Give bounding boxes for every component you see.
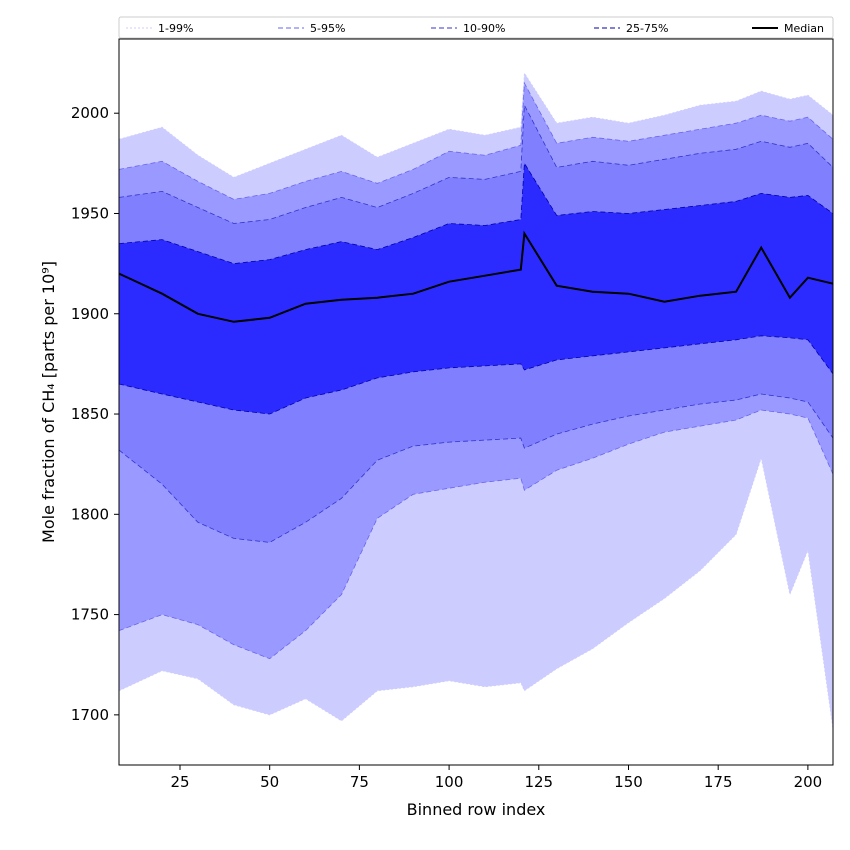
x-tick-label: 50 — [260, 773, 279, 791]
legend-label: 5-95% — [310, 22, 345, 35]
band-1-99%-upper-line — [118, 71, 834, 178]
band-10-90%-lower-line — [118, 393, 834, 543]
band-5-95%-upper-line — [118, 81, 834, 200]
y-tick-label: 1800 — [71, 505, 109, 523]
legend: 1-99% 5-95% 10-90% 25-75% Median — [118, 16, 834, 39]
band-25-75%-upper-line — [118, 162, 834, 265]
legend-frame — [118, 16, 834, 39]
y-tick-label: 1850 — [71, 405, 109, 423]
band-layer — [118, 71, 834, 729]
legend-label: 25-75% — [626, 22, 668, 35]
y-tick-label: 1700 — [71, 706, 109, 724]
plot-area-frame — [118, 38, 834, 766]
x-tick-label: 100 — [435, 773, 464, 791]
x-tick-label: 25 — [170, 773, 189, 791]
band-25-75%-area — [119, 163, 833, 414]
band-1-99%-lower-line — [118, 456, 834, 729]
x-tick-label: 200 — [794, 773, 823, 791]
median-layer — [118, 230, 834, 323]
y-axis-label: Mole fraction of CH₄ [parts per 10⁹] — [39, 261, 58, 543]
legend-label: Median — [784, 22, 824, 35]
y-axis: 1700 1750 1800 1850 1900 1950 2000 — [71, 104, 119, 724]
x-tick-label: 125 — [524, 773, 553, 791]
y-tick-label: 2000 — [71, 104, 109, 122]
x-axis-label: Binned row index — [407, 800, 546, 819]
x-tick-label: 150 — [614, 773, 643, 791]
band-25-75%-lower-line — [118, 335, 834, 415]
x-tick-label: 175 — [704, 773, 733, 791]
y-tick-label: 1900 — [71, 305, 109, 323]
x-tick-label: 75 — [350, 773, 369, 791]
legend-label: 10-90% — [463, 22, 505, 35]
x-axis: 25 50 75 100 125 150 175 200 — [170, 765, 822, 791]
band-10-90%-upper-line — [118, 103, 834, 224]
legend-label: 1-99% — [158, 22, 193, 35]
y-tick-label: 1950 — [71, 204, 109, 222]
y-tick-label: 1750 — [71, 606, 109, 624]
median-line — [118, 230, 834, 323]
